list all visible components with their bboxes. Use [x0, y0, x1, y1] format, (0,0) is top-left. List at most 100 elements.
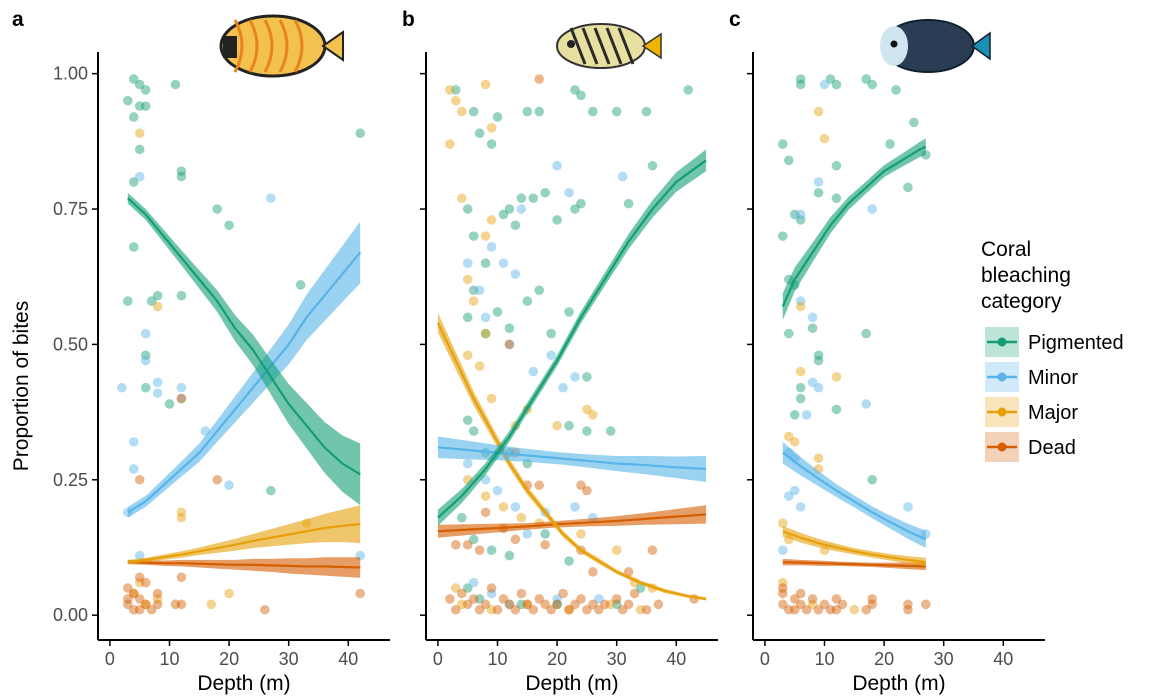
point-pigmented	[295, 280, 306, 290]
point-pigmented	[605, 426, 616, 436]
point-dead	[623, 599, 634, 610]
point-dead	[789, 594, 800, 604]
fit-line-pigmented	[127, 197, 361, 476]
fit-line-minor	[437, 446, 707, 471]
fish-tail	[641, 32, 662, 60]
legend-label: Minor	[1028, 367, 1078, 389]
point-pigmented	[128, 177, 139, 187]
point-minor	[510, 502, 521, 512]
point-dead	[450, 539, 461, 550]
point-dead	[558, 588, 568, 599]
point-dead	[831, 604, 842, 615]
y-tick-label: 1.00	[53, 64, 88, 84]
point-major	[128, 588, 139, 599]
point-minor	[570, 372, 580, 382]
point-minor	[813, 177, 824, 187]
point-pigmented	[831, 79, 842, 90]
point-minor	[564, 187, 574, 198]
point-major	[480, 328, 491, 339]
point-dead	[534, 594, 545, 604]
point-dead	[528, 604, 539, 615]
point-major	[176, 507, 187, 518]
point-pigmented	[146, 296, 157, 306]
point-pigmented	[134, 144, 145, 155]
point-dead	[588, 599, 598, 610]
fish-tail	[970, 31, 991, 61]
point-minor	[528, 366, 539, 377]
point-pigmented	[128, 242, 139, 252]
point-dead	[867, 599, 877, 610]
legend-label: Pigmented	[1028, 332, 1124, 354]
fit-line-major	[782, 530, 926, 564]
point-pigmented	[831, 160, 842, 171]
point-pigmented	[468, 106, 479, 117]
fish-stripe	[278, 19, 289, 73]
point-pigmented	[813, 350, 824, 361]
point-major	[831, 372, 842, 382]
point-dead	[122, 583, 133, 593]
point-dead	[474, 545, 485, 555]
point-minor	[152, 377, 163, 388]
legend-label: Dead	[1028, 437, 1076, 459]
point-pigmented	[909, 117, 919, 128]
point-dead	[534, 480, 545, 491]
point-pigmented	[777, 139, 788, 149]
fish-eye-band	[223, 36, 237, 58]
point-minor	[795, 502, 806, 512]
x-tick-label: 40	[338, 649, 358, 669]
point-minor	[552, 594, 562, 604]
point-major	[849, 604, 860, 615]
point-minor	[516, 204, 527, 214]
fit-line-dead	[127, 561, 361, 569]
point-minor	[480, 312, 491, 323]
y-tick-label: 0.50	[53, 334, 88, 354]
point-pigmented	[534, 106, 545, 117]
point-pigmented	[224, 220, 234, 231]
point-dead	[813, 604, 824, 615]
fish-stripe	[617, 27, 635, 65]
point-minor	[176, 382, 187, 393]
point-pigmented	[498, 209, 509, 220]
point-minor	[266, 193, 276, 204]
point-dead	[134, 474, 145, 485]
legend-item-major: Major	[985, 397, 1078, 427]
point-pigmented	[504, 204, 515, 214]
point-dead	[450, 604, 461, 615]
point-pigmented	[546, 328, 556, 339]
point-major	[819, 133, 830, 144]
point-major	[588, 410, 598, 420]
point-pigmented	[611, 599, 622, 610]
point-dead	[480, 599, 491, 610]
point-major	[456, 599, 467, 610]
point-minor	[492, 485, 503, 496]
point-minor	[474, 285, 485, 296]
point-dead	[837, 599, 848, 610]
point-major	[486, 123, 497, 133]
point-major	[468, 296, 479, 306]
legend-marker	[997, 372, 1007, 382]
point-pigmented	[504, 323, 515, 333]
fish-stripe	[569, 27, 587, 65]
point-dead	[510, 604, 521, 615]
point-pigmented	[176, 166, 187, 176]
point-pigmented	[152, 290, 163, 301]
point-pigmented	[831, 193, 842, 204]
point-dead	[445, 594, 455, 604]
point-minor	[795, 209, 806, 220]
point-major	[480, 79, 491, 90]
point-pigmented	[504, 550, 515, 561]
legend-item-dead: Dead	[985, 432, 1076, 462]
point-major	[480, 231, 491, 241]
point-dead	[789, 604, 800, 615]
point-pigmented	[570, 204, 580, 214]
point-major	[176, 512, 187, 523]
point-minor	[498, 258, 509, 268]
ci-ribbon-pigmented	[782, 138, 926, 321]
panel-b: b 0 10 20 30 40 Depth (m)	[402, 8, 718, 695]
x-tick-label: 20	[547, 649, 567, 669]
point-dead	[462, 539, 473, 550]
point-pigmented	[576, 90, 586, 101]
point-dead	[176, 572, 187, 583]
point-major	[486, 215, 497, 225]
